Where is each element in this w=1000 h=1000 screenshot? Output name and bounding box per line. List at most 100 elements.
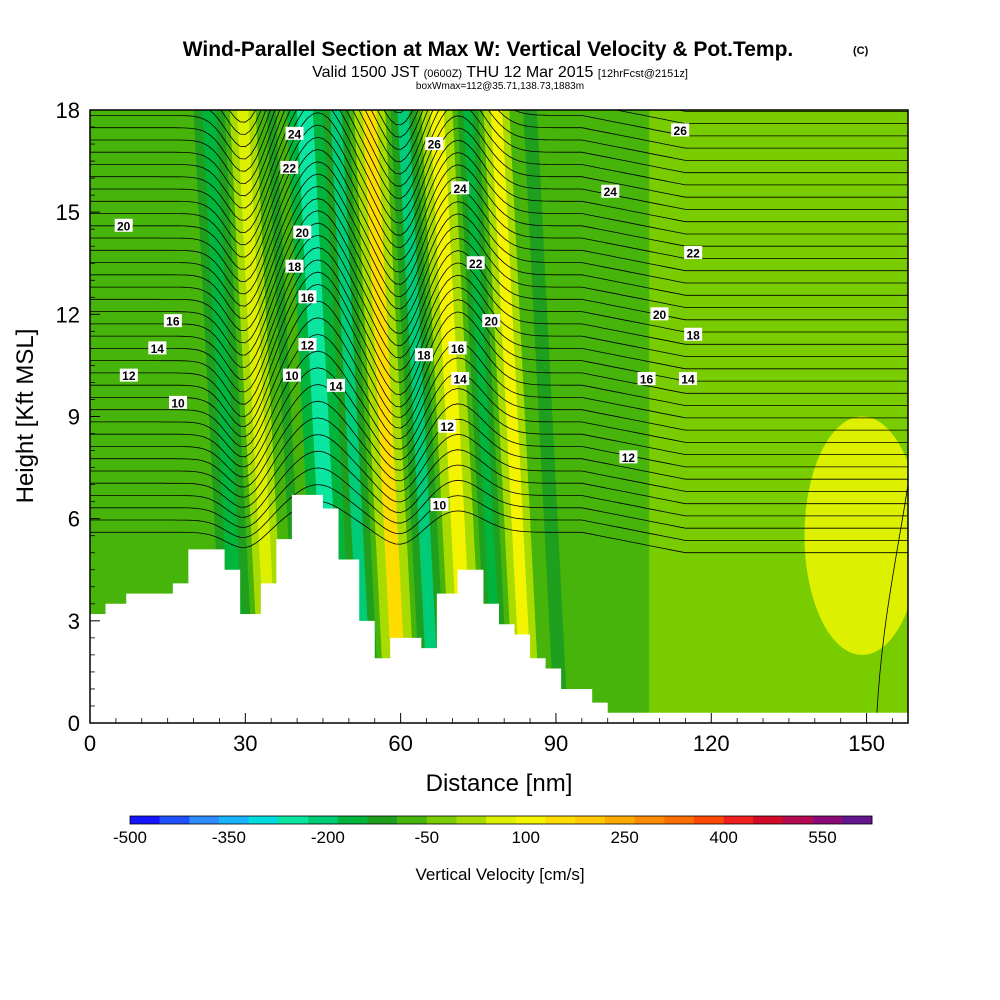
contour-label-box <box>148 341 167 355</box>
theta-contour-line <box>90 384 908 478</box>
contour-label-text: 24 <box>453 182 467 196</box>
x-tick-label: 150 <box>848 731 885 756</box>
contour-label: 20 <box>293 225 312 240</box>
contour-label-text: 22 <box>469 257 483 271</box>
contour-label-text: 16 <box>640 373 654 387</box>
theta-contour-line <box>220 110 908 135</box>
y-tick-label: 6 <box>68 507 80 532</box>
contour-label: 10 <box>282 368 301 383</box>
colorbar-tick-label: -200 <box>311 828 345 847</box>
contour-label: 24 <box>285 126 304 141</box>
theta-contour-line <box>90 112 908 246</box>
theta-contour-line <box>90 417 908 498</box>
colorbar-swatch <box>545 816 576 824</box>
contour-label: 12 <box>438 419 457 434</box>
contour-label-text: 12 <box>441 420 455 434</box>
contour-label-text: 16 <box>451 342 465 356</box>
contour-label: 16 <box>163 314 182 329</box>
contour-label: 12 <box>298 337 317 352</box>
x-tick-label: 0 <box>84 731 96 756</box>
theta-contour-line <box>90 271 908 405</box>
terrain <box>90 494 908 723</box>
colorbar-swatch <box>664 816 695 824</box>
contour-label-box <box>298 337 317 351</box>
contour-label: 20 <box>482 314 501 329</box>
contour-label-text: 12 <box>122 369 136 383</box>
colorbar-swatch <box>337 816 368 824</box>
contour-label-box <box>282 368 301 382</box>
colorbar-tick-label: 400 <box>709 828 737 847</box>
contour-label-box <box>466 256 485 270</box>
contour-label-box <box>482 314 501 328</box>
contour-label-text: 20 <box>117 219 131 233</box>
colorbar-swatch <box>397 816 428 824</box>
contour-label-text: 18 <box>686 328 700 342</box>
contour-label-box <box>285 259 304 273</box>
colorbar-frame <box>129 815 873 825</box>
contour-label-box <box>326 378 345 392</box>
contour-label: 12 <box>119 368 138 383</box>
velocity-band-core <box>237 110 280 723</box>
contour-label-box <box>280 160 299 174</box>
subtitle-valid: Valid 1500 JST <box>312 64 423 81</box>
y-tick-label: 15 <box>56 200 80 225</box>
colorbar-swatch <box>426 816 457 824</box>
theta-contour-line <box>90 110 908 221</box>
colorbar-swatch <box>308 816 339 824</box>
colorbar: -500 -350 -200 -50 100 250 400 550 <box>113 815 873 847</box>
contour-label-text: 10 <box>433 499 447 513</box>
contour-label-box <box>684 327 703 341</box>
theta-contour-line <box>90 434 908 508</box>
colorbar-swatch <box>693 816 724 824</box>
contour-label-box <box>619 450 638 464</box>
contour-label-box <box>671 123 690 137</box>
contour-label-box <box>678 372 697 386</box>
theta-contour-line <box>90 136 908 270</box>
theta-contour-line <box>90 110 908 197</box>
contour-label-box <box>430 498 449 512</box>
colorbar-swatch <box>842 816 873 824</box>
contour-label: 16 <box>298 290 317 305</box>
theta-contour-line <box>90 161 908 295</box>
field-region <box>804 416 908 655</box>
contour-label-text: 14 <box>151 342 165 356</box>
colorbar-swatch <box>248 816 279 824</box>
theta-contour-line <box>90 234 908 368</box>
contour-label: 18 <box>285 259 304 274</box>
contour-label-text: 20 <box>485 315 499 329</box>
contour-label: 22 <box>280 160 299 175</box>
contour-label: 20 <box>114 218 133 233</box>
colorbar-swatch <box>189 816 220 824</box>
colorbar-swatch <box>753 816 784 824</box>
colorbar-swatch <box>634 816 665 824</box>
contour-label: 24 <box>601 184 620 199</box>
colorbar-tick-label: 550 <box>808 828 836 847</box>
contour-label: 14 <box>678 372 697 387</box>
colorbar-swatch <box>812 816 843 824</box>
contour-label-box <box>163 314 182 328</box>
theta-contour-line <box>90 367 908 468</box>
contour-label: 22 <box>466 256 485 271</box>
colorbar-swatch <box>782 816 813 824</box>
contour-label-text: 20 <box>653 308 667 322</box>
theta-contour-line <box>90 198 908 332</box>
contour-label-text: 12 <box>622 451 636 465</box>
velocity-field <box>90 110 908 723</box>
colorbar-swatch <box>604 816 635 824</box>
contour-label: 20 <box>650 307 669 322</box>
subtitle-utc: (0600Z) <box>424 68 463 80</box>
colorbar-swatch <box>367 816 398 824</box>
theta-contour-line <box>90 222 908 356</box>
colorbar-swatch <box>723 816 754 824</box>
contour-label-box <box>451 181 470 195</box>
contour-label-text: 24 <box>604 185 618 199</box>
theta-contour-line <box>90 350 908 458</box>
theta-contour-line <box>90 317 908 438</box>
contour-label: 22 <box>684 246 703 261</box>
contour-label-text: 14 <box>329 379 343 393</box>
contour-label-box <box>425 137 444 151</box>
contour-label-box <box>285 126 304 140</box>
theta-contour-line <box>90 467 908 529</box>
contour-label-box <box>448 341 467 355</box>
